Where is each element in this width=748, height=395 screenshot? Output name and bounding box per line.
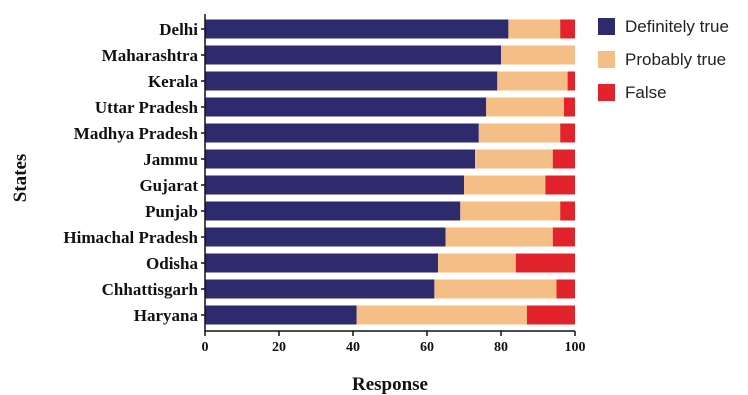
bar-segment [205, 201, 461, 221]
bar-segment [478, 123, 561, 143]
category-label: Gujarat [139, 176, 198, 195]
x-tick-label: 100 [565, 340, 586, 355]
bar-segment [552, 227, 575, 247]
bar-segment [560, 201, 575, 221]
bar-segment [560, 19, 575, 39]
x-tick-label: 80 [494, 340, 508, 355]
bar-segment [205, 305, 357, 325]
axes-group [204, 14, 575, 332]
bar-segment [501, 45, 575, 65]
category-label: Maharashtra [102, 46, 199, 65]
bar-segment [205, 97, 487, 117]
category-label: Chhattisgarh [102, 280, 199, 299]
category-label: Kerala [148, 72, 199, 91]
category-label: Delhi [159, 20, 198, 39]
bar-segment [438, 253, 516, 273]
x-axis-title: Response [352, 374, 428, 395]
bar-segment [460, 201, 561, 221]
bar-segment [515, 253, 575, 273]
x-tick-label: 0 [202, 340, 209, 355]
legend: Definitely true Probably true False [598, 17, 729, 102]
legend-label: Definitely true [625, 17, 729, 36]
x-ticks-group: 0 20 40 60 80 100 [202, 331, 586, 355]
bar-segment [567, 71, 575, 91]
bar-segment [556, 279, 575, 299]
category-label: Haryana [134, 306, 199, 325]
legend-label: Probably true [625, 50, 726, 69]
x-tick-label: 40 [346, 340, 360, 355]
bar-segment [526, 305, 575, 325]
bar-segment [464, 175, 546, 195]
bar-segment [205, 227, 446, 247]
bar-segment [497, 71, 568, 91]
category-label: Odisha [146, 254, 198, 273]
y-axis-title: States [10, 154, 31, 203]
bar-segment [205, 253, 439, 273]
bar-segment [545, 175, 575, 195]
category-label: Punjab [145, 202, 198, 221]
legend-swatch [598, 84, 615, 101]
legend-label: False [625, 83, 667, 102]
bar-segment [475, 149, 553, 169]
bar-segment [205, 149, 476, 169]
category-labels-group: Delhi Maharashtra Kerala Uttar Pradesh Madhy… [63, 20, 205, 325]
bar-segment [205, 175, 464, 195]
category-label: Himachal Pradesh [63, 228, 198, 247]
bar-segment [205, 45, 501, 65]
bar-segment [356, 305, 527, 325]
bar-segment [508, 19, 561, 39]
x-tick-label: 60 [420, 340, 434, 355]
bar-segment [434, 279, 557, 299]
bar-segment [563, 97, 575, 117]
bar-segment [205, 123, 479, 143]
bar-segment [205, 71, 498, 91]
category-label: Jammu [143, 150, 198, 169]
bar-segment [486, 97, 564, 117]
category-label: Madhya Pradesh [74, 124, 199, 143]
legend-swatch [598, 51, 615, 68]
bar-segment [560, 123, 575, 143]
category-label: Uttar Pradesh [95, 98, 199, 117]
bar-segment [205, 19, 509, 39]
bars-group [205, 19, 575, 325]
bar-segment [205, 279, 435, 299]
bar-segment [552, 149, 575, 169]
bar-segment [445, 227, 553, 247]
legend-swatch [598, 18, 615, 35]
x-tick-label: 20 [272, 340, 286, 355]
